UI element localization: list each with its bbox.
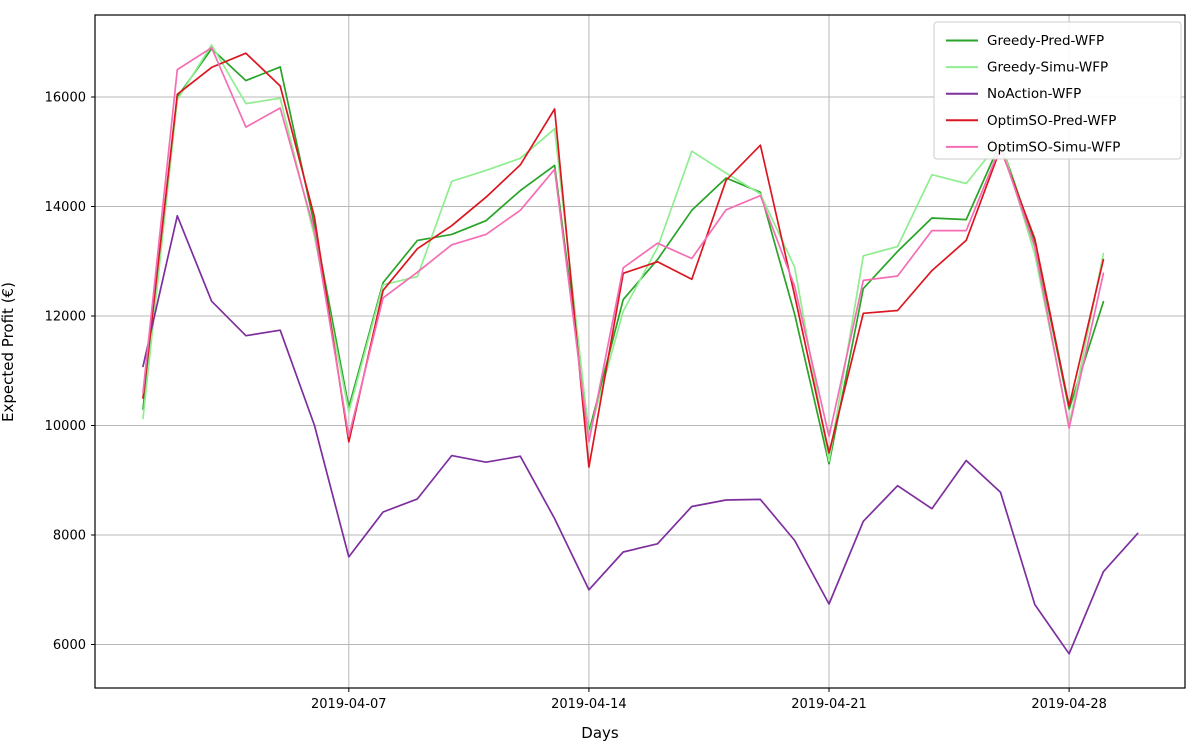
legend-item-greedy-simu-wfp: Greedy-Simu-WFP — [946, 60, 1108, 76]
plot-frame — [94, 14, 1186, 689]
y-tick-label: 14000 — [45, 200, 86, 215]
y-tick-label: 10000 — [45, 419, 86, 434]
x-axis-label: Days — [581, 724, 619, 742]
legend-item-optimso-simu-wfp: OptimSO-Simu-WFP — [946, 139, 1120, 155]
series-line-noaction-wfp — [142, 214, 1139, 655]
x-tick-label: 2019-04-28 — [1031, 697, 1107, 712]
ticks — [91, 96, 1070, 692]
legend-label: OptimSO-Pred-WFP — [987, 113, 1116, 129]
series-line-optimso-pred-wfp — [142, 52, 1105, 468]
x-tick-label: 2019-04-07 — [311, 697, 387, 712]
legend: Greedy-Pred-WFP Greedy-Simu-WFP NoAction-W… — [933, 21, 1182, 160]
legend-label: Greedy-Simu-WFP — [987, 60, 1108, 76]
legend-item-noaction-wfp: NoAction-WFP — [946, 86, 1081, 102]
legend-label: Greedy-Pred-WFP — [987, 33, 1104, 49]
y-tick-label: 6000 — [53, 638, 86, 653]
x-tick-label: 2019-04-21 — [791, 697, 867, 712]
y-axis-label: Expected Profit (€) — [0, 282, 17, 422]
y-tick-label: 16000 — [45, 91, 86, 106]
legend-item-greedy-pred-wfp: Greedy-Pred-WFP — [946, 33, 1104, 49]
y-tick-label: 12000 — [45, 310, 86, 325]
series-line-optimso-simu-wfp — [142, 46, 1105, 443]
y-tick-label: 8000 — [53, 529, 86, 544]
legend-label: OptimSO-Simu-WFP — [987, 139, 1120, 155]
legend-label: NoAction-WFP — [987, 86, 1081, 102]
legend-box — [933, 21, 1182, 160]
x-tick-label: 2019-04-14 — [551, 697, 627, 712]
legend-item-optimso-pred-wfp: OptimSO-Pred-WFP — [946, 113, 1116, 129]
